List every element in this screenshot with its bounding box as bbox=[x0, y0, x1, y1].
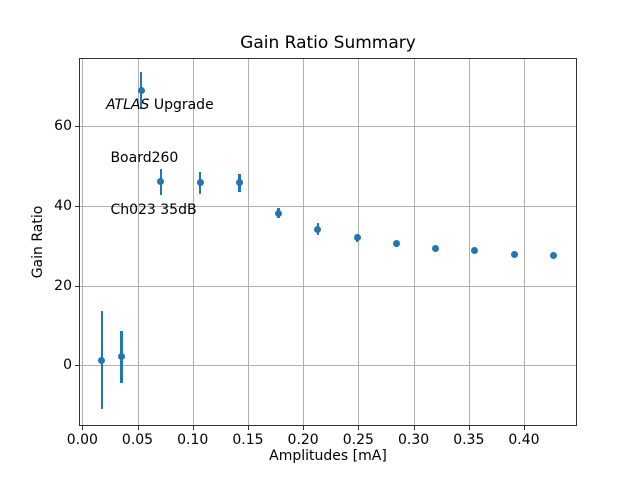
x-tick-label: 0.30 bbox=[397, 432, 430, 448]
data-point bbox=[510, 250, 518, 258]
grid-line-x bbox=[192, 58, 194, 426]
grid-line-y bbox=[79, 285, 577, 287]
y-tick-label: 20 bbox=[54, 277, 72, 294]
data-point bbox=[392, 240, 400, 248]
data-point bbox=[235, 179, 243, 187]
grid-line-x bbox=[247, 58, 249, 426]
y-tick-label: 60 bbox=[54, 117, 72, 134]
data-point bbox=[314, 225, 322, 233]
data-point bbox=[118, 353, 126, 361]
x-tick-mark bbox=[523, 426, 525, 430]
grid-line-x bbox=[413, 58, 415, 426]
x-tick-mark bbox=[247, 426, 249, 430]
x-tick-label: 0.15 bbox=[232, 432, 264, 448]
data-point bbox=[196, 179, 204, 187]
chart-title: Gain Ratio Summary bbox=[240, 33, 416, 53]
annotation-line-atlas-upgrade: ATLAS Upgrade bbox=[106, 97, 214, 115]
data-point bbox=[353, 234, 361, 242]
y-tick-mark bbox=[75, 365, 79, 367]
y-tick-mark bbox=[75, 125, 79, 127]
y-tick-mark bbox=[75, 205, 79, 207]
data-point bbox=[432, 244, 440, 252]
data-point bbox=[137, 87, 145, 95]
annotation-line-board: Board260 bbox=[106, 149, 179, 166]
grid-line-x bbox=[523, 58, 525, 426]
data-point bbox=[98, 356, 106, 364]
annotation-upgrade-text: Upgrade bbox=[149, 97, 214, 113]
x-tick-mark bbox=[192, 426, 194, 430]
x-tick-mark bbox=[303, 426, 305, 430]
data-point bbox=[157, 178, 165, 186]
x-axis-label: Amplitudes [mA] bbox=[269, 448, 387, 464]
grid-line-x bbox=[468, 58, 470, 426]
x-tick-label: 0.40 bbox=[508, 432, 540, 448]
x-tick-mark bbox=[358, 426, 360, 430]
grid-line-x bbox=[137, 58, 139, 426]
grid-line-y bbox=[79, 205, 577, 207]
x-tick-label: 0.35 bbox=[453, 432, 485, 448]
y-axis-label: Gain Ratio bbox=[30, 205, 46, 279]
x-tick-mark bbox=[413, 426, 415, 430]
grid-line-x bbox=[303, 58, 305, 426]
grid-line-y bbox=[79, 125, 577, 127]
grid-line-x bbox=[358, 58, 360, 426]
y-tick-mark bbox=[75, 285, 79, 287]
x-tick-label: 0.10 bbox=[177, 432, 209, 448]
data-point bbox=[549, 252, 557, 260]
y-tick-label: 40 bbox=[54, 197, 72, 214]
x-tick-label: 0.05 bbox=[121, 432, 154, 448]
data-point bbox=[275, 209, 283, 217]
x-tick-label: 0.00 bbox=[66, 432, 98, 448]
x-tick-mark bbox=[468, 426, 470, 430]
y-tick-label: 0 bbox=[63, 357, 72, 374]
data-point bbox=[471, 247, 479, 255]
annotation-line-channel: Ch023 35dB bbox=[106, 202, 197, 218]
annotation-block: ATLAS Upgrade Board260 Ch023 35dB bbox=[106, 62, 214, 255]
grid-line-x bbox=[82, 58, 84, 426]
x-tick-label: 0.20 bbox=[287, 432, 319, 448]
x-tick-label: 0.25 bbox=[342, 432, 374, 448]
annotation-atlas-italic: ATLAS bbox=[106, 97, 150, 113]
grid-line-y bbox=[79, 365, 577, 367]
x-tick-mark bbox=[137, 426, 139, 430]
x-tick-mark bbox=[82, 426, 84, 430]
